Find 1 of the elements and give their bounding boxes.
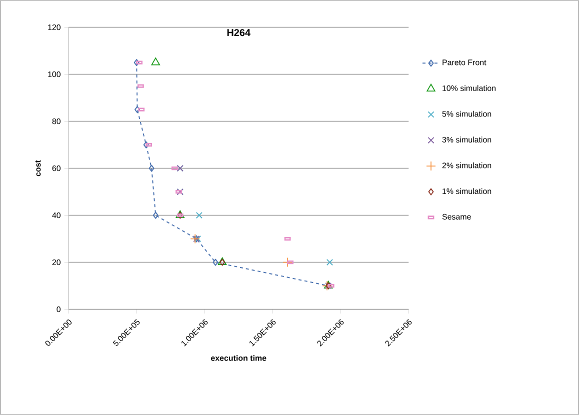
chart-title: H264 bbox=[227, 29, 250, 36]
